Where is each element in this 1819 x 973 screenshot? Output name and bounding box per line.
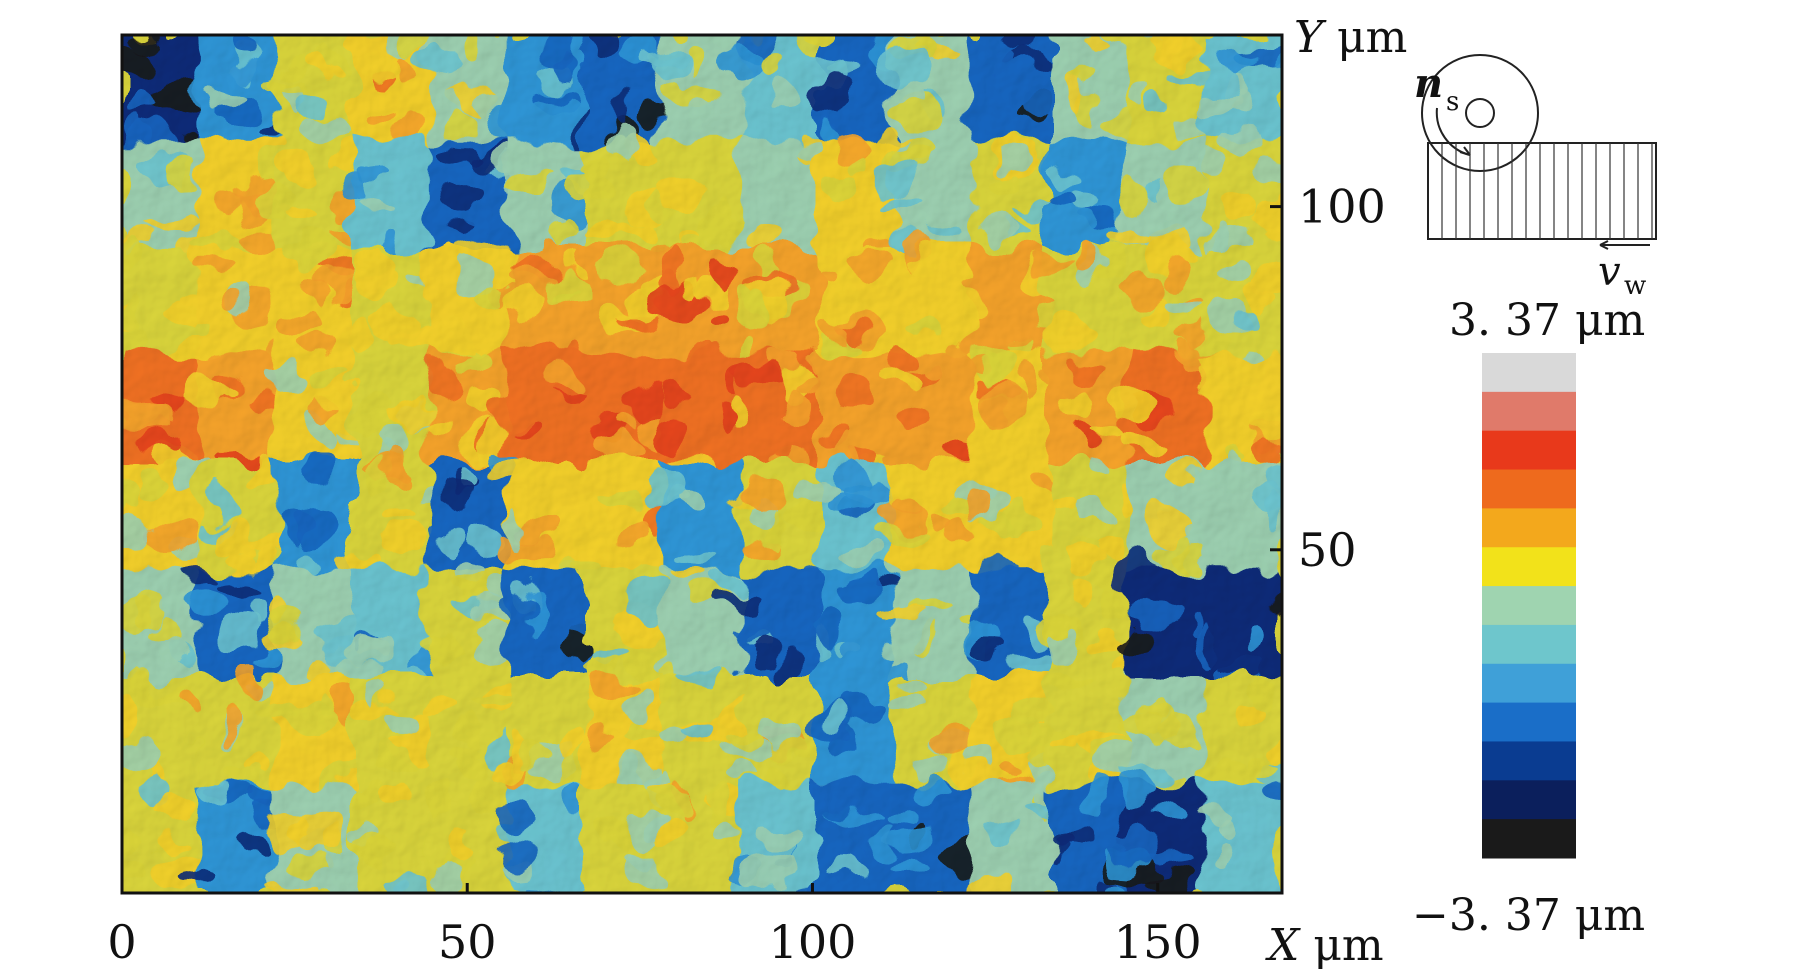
y-tick-label: 100 bbox=[1298, 180, 1386, 234]
grinding-wheel-outer bbox=[1421, 54, 1539, 172]
colorbar-segment bbox=[1482, 663, 1576, 704]
colorbar-segment bbox=[1482, 819, 1576, 859]
plot-frame bbox=[120, 33, 1284, 895]
x-tick-label: 100 bbox=[769, 915, 857, 969]
colorbar-segment bbox=[1482, 391, 1576, 432]
colorbar-segment bbox=[1482, 508, 1576, 548]
y-tick-label: 50 bbox=[1298, 523, 1357, 577]
colorbar-max-label: 3. 37 μm bbox=[1449, 295, 1645, 346]
wheel-speed-label: n bbox=[1414, 60, 1443, 107]
x-tick-label: 0 bbox=[107, 915, 136, 969]
workpiece-stripes bbox=[1441, 143, 1653, 239]
feed-arrow-icon bbox=[1599, 240, 1650, 250]
colorbar-segment bbox=[1482, 353, 1576, 393]
workpiece bbox=[1427, 142, 1657, 240]
colorbar-segment bbox=[1482, 586, 1576, 626]
colorbar bbox=[1482, 353, 1576, 859]
y-axis-ticks: 50 100 bbox=[1270, 180, 1386, 577]
colorbar-min-label: −3. 37 μm bbox=[1412, 890, 1645, 941]
colorbar-segment bbox=[1482, 741, 1576, 781]
wheel-speed-subscript: s bbox=[1446, 87, 1459, 117]
colorbar-segment bbox=[1482, 430, 1576, 471]
colorbar-segment bbox=[1482, 780, 1576, 820]
colorbar-segment bbox=[1482, 702, 1576, 742]
colorbar-segment bbox=[1482, 624, 1576, 665]
surface-map bbox=[122, 35, 1282, 893]
grinding-wheel-hub bbox=[1465, 98, 1495, 128]
work-speed-label: v bbox=[1598, 249, 1621, 295]
colorbar-segment bbox=[1482, 469, 1576, 509]
colorbar-segment bbox=[1482, 547, 1576, 587]
work-speed-subscript: w bbox=[1624, 271, 1646, 301]
grinding-schematic bbox=[1421, 54, 1657, 250]
x-axis-ticks: 0 50 100 150 bbox=[107, 883, 1202, 969]
x-tick-label: 150 bbox=[1114, 915, 1202, 969]
surface-relief-overlay bbox=[122, 35, 1282, 893]
x-tick-label: 50 bbox=[438, 915, 497, 969]
